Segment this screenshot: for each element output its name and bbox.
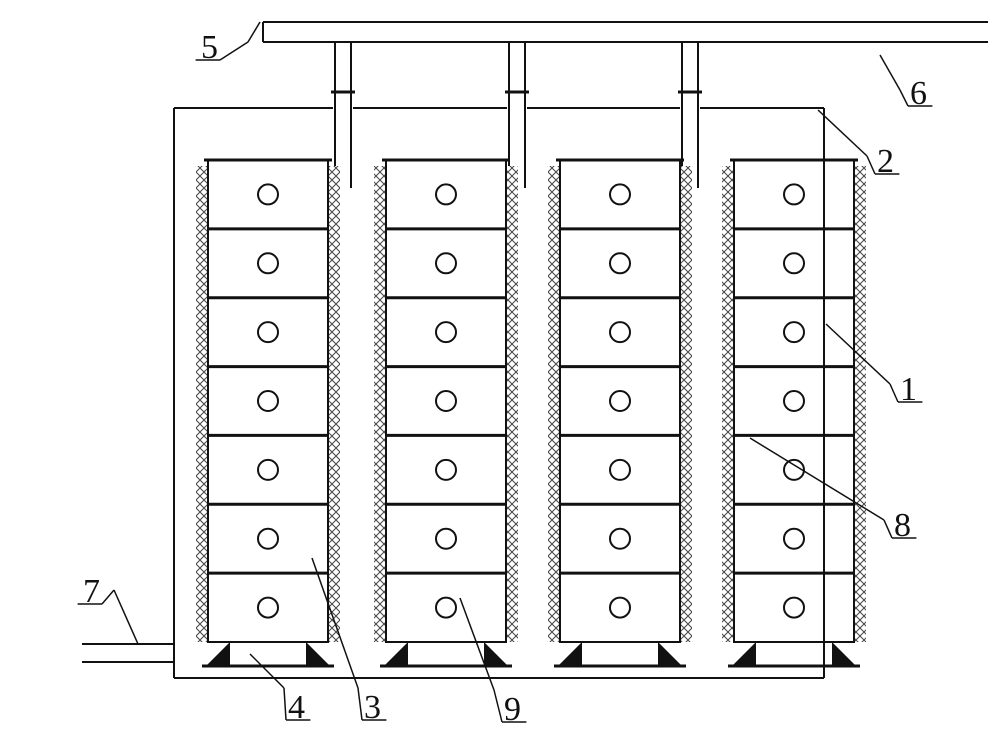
- svg-text:5: 5: [201, 29, 218, 66]
- svg-text:3: 3: [364, 689, 381, 726]
- svg-text:9: 9: [504, 691, 521, 728]
- svg-text:6: 6: [910, 75, 927, 112]
- svg-text:8: 8: [894, 507, 911, 544]
- svg-text:4: 4: [288, 689, 305, 726]
- svg-text:7: 7: [83, 573, 100, 610]
- svg-text:1: 1: [900, 371, 917, 408]
- svg-text:2: 2: [877, 143, 894, 180]
